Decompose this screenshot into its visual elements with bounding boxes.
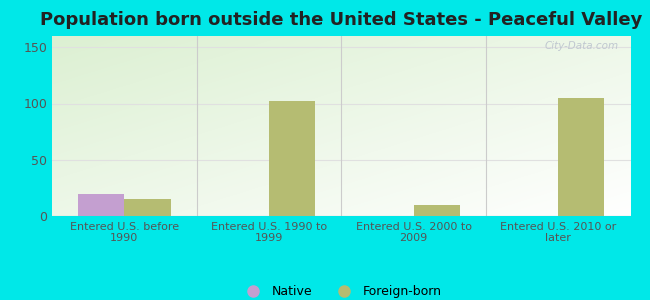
Bar bbox=[558, 98, 605, 216]
Bar bbox=[78, 194, 124, 216]
Text: City-Data.com: City-Data.com bbox=[545, 41, 619, 51]
Bar bbox=[413, 205, 460, 216]
Title: Population born outside the United States - Peaceful Valley: Population born outside the United State… bbox=[40, 11, 642, 29]
Bar bbox=[269, 101, 315, 216]
Legend: Native, Foreign-born: Native, Foreign-born bbox=[236, 280, 447, 300]
Bar bbox=[124, 199, 170, 216]
